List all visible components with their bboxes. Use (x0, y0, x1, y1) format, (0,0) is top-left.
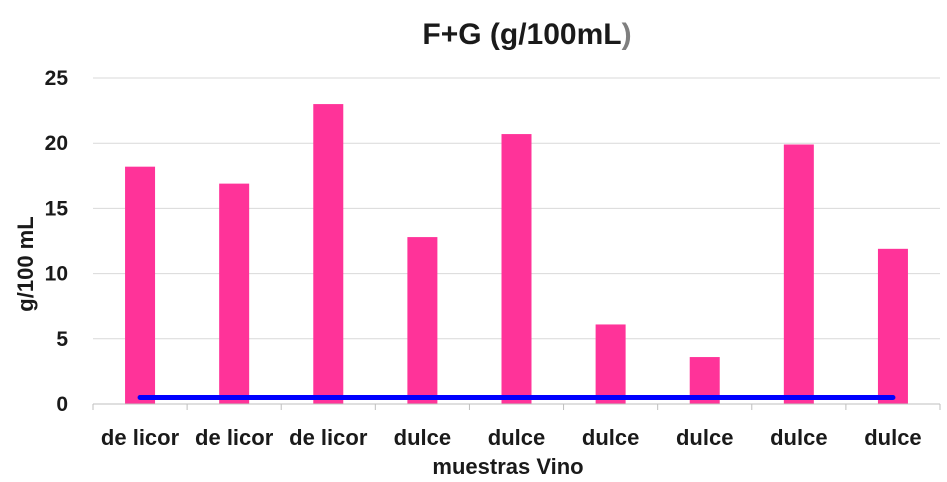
chart-title-suffix: ) (622, 18, 632, 51)
y-tick-label: 10 (45, 263, 68, 286)
y-tick-labels: 0 5 10 15 20 25 (45, 67, 69, 416)
y-axis-title: g/100 mL (13, 216, 38, 311)
category-label: dulce (770, 425, 827, 450)
category-label: dulce (582, 425, 639, 450)
y-tick-label: 15 (45, 197, 69, 220)
bar (877, 248, 908, 404)
bar (501, 134, 532, 404)
category-label: de licor (195, 425, 274, 450)
bar (595, 324, 626, 404)
category-label: de licor (289, 425, 368, 450)
bar (313, 104, 344, 404)
y-tick-label: 25 (45, 67, 69, 90)
bars (125, 104, 908, 404)
y-tick-label: 20 (45, 132, 68, 155)
bar (219, 183, 250, 404)
category-label: dulce (488, 425, 545, 450)
x-axis (92, 403, 941, 410)
chart-title: F+G (g/100mL) (422, 18, 631, 51)
x-axis-title: muestras Vino (432, 454, 583, 479)
category-labels: de licor de licor de licor dulce dulce dulce d… (101, 425, 922, 450)
category-label: de licor (101, 425, 180, 450)
category-label: dulce (394, 425, 451, 450)
bar (125, 166, 156, 404)
category-label: dulce (676, 425, 733, 450)
category-label: dulce (864, 425, 921, 450)
bar (783, 144, 814, 404)
y-tick-label: 0 (56, 393, 68, 416)
chart-title-text: F+G (g/100mL (422, 18, 621, 51)
y-tick-label: 5 (56, 328, 68, 351)
bar (407, 237, 438, 404)
